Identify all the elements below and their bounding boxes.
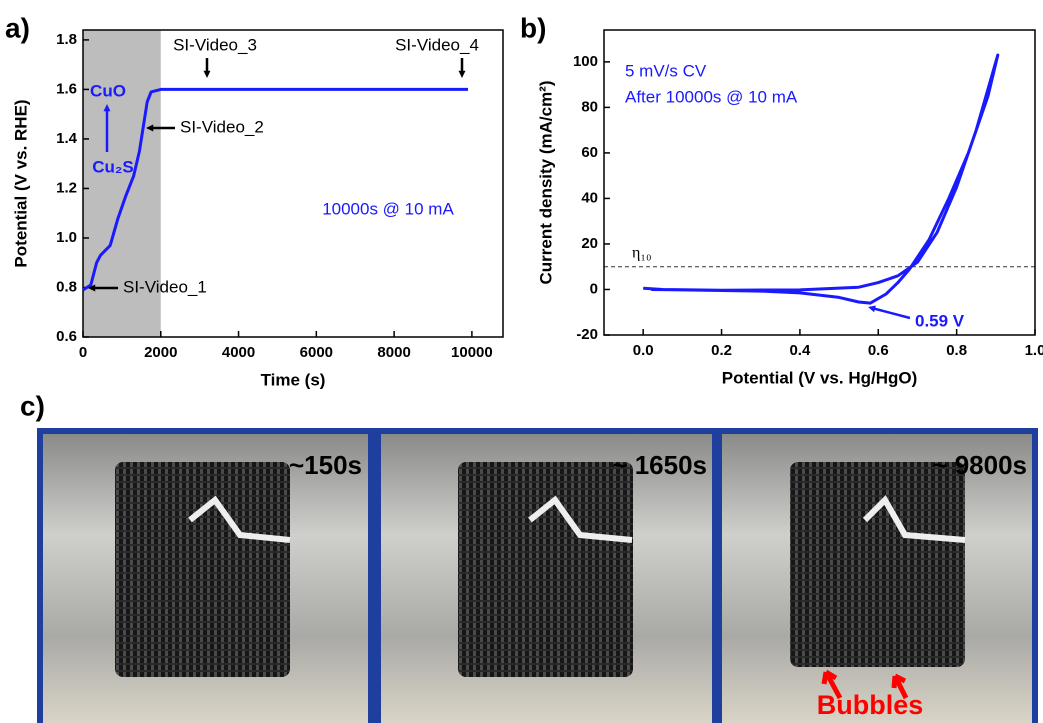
- x-axis-label: Time (s): [261, 370, 326, 389]
- data-line: [643, 53, 1000, 305]
- annotation: 10000s @ 10 mA: [322, 199, 454, 218]
- photo: [722, 434, 1032, 723]
- photo-label: ~150s: [289, 450, 362, 480]
- y-tick-label: -20: [576, 326, 598, 343]
- annotation: 5 mV/s CV: [625, 61, 707, 80]
- annotation: 0.59 V: [915, 311, 965, 330]
- panel-label: a): [5, 12, 30, 43]
- photo-label: ~ 9800s: [932, 450, 1027, 480]
- panel-label: c): [20, 390, 45, 421]
- y-tick-label: 0.6: [56, 328, 77, 345]
- x-tick-label: 2000: [144, 344, 177, 361]
- y-tick-label: 80: [581, 98, 598, 115]
- arrow-head: [146, 124, 154, 132]
- x-tick-label: 0: [79, 344, 87, 361]
- x-axis-label: Potential (V vs. Hg/HgO): [722, 368, 918, 387]
- y-tick-label: 0: [590, 280, 598, 297]
- y-tick-label: 0.8: [56, 278, 77, 295]
- arrow-head: [203, 70, 211, 78]
- y-axis-label: Potential (V vs. RHE): [11, 99, 30, 267]
- x-tick-label: 6000: [300, 344, 333, 361]
- panel-label: b): [520, 12, 546, 43]
- arrow: [871, 306, 911, 320]
- photo: [381, 434, 712, 723]
- x-tick-label: 1.0: [1025, 342, 1043, 359]
- photo-label: ~ 1650s: [612, 450, 707, 480]
- y-tick-label: 100: [573, 53, 598, 70]
- data-line: [82, 87, 468, 292]
- annotation: After 10000s @ 10 mA: [625, 87, 798, 106]
- plot-frame: [603, 29, 1036, 336]
- y-tick-label: 1.6: [56, 80, 77, 97]
- y-tick-label: 1.2: [56, 179, 77, 196]
- arrow-head: [458, 70, 466, 78]
- annotation: SI-Video_2: [180, 117, 264, 136]
- y-tick-label: 40: [581, 189, 598, 206]
- x-tick-label: 10000: [451, 344, 493, 361]
- y-tick-label: 1.0: [56, 229, 77, 246]
- y-tick-label: 1.4: [56, 130, 78, 147]
- x-tick-label: 8000: [377, 344, 410, 361]
- x-tick-label: 0.6: [868, 342, 889, 359]
- plot-frame: [82, 29, 504, 338]
- x-tick-label: 4000: [222, 344, 255, 361]
- y-tick-label: 1.8: [56, 31, 77, 48]
- x-tick-label: 0.4: [789, 342, 811, 359]
- annotation: Cu₂S: [92, 157, 134, 176]
- annotation: CuO: [90, 81, 126, 100]
- y-tick-label: 60: [581, 144, 598, 161]
- x-tick-label: 0.0: [633, 342, 654, 359]
- arrow-head: [103, 104, 111, 112]
- x-tick-label: 0.8: [946, 342, 967, 359]
- annotation: SI-Video_1: [123, 277, 207, 296]
- photo-annotation: Bubbles: [817, 690, 924, 720]
- shaded-region: [83, 30, 161, 337]
- y-tick-label: 20: [581, 235, 598, 252]
- annotation: SI-Video_3: [173, 35, 257, 54]
- x-tick-label: 0.2: [711, 342, 732, 359]
- annotation: η₁₀: [632, 245, 652, 262]
- y-axis-label: Current density (mA/cm²): [536, 80, 555, 284]
- annotation: SI-Video_4: [395, 35, 479, 54]
- arrow-head: [868, 305, 876, 313]
- photo: [43, 434, 368, 723]
- arrow-head: [88, 284, 96, 292]
